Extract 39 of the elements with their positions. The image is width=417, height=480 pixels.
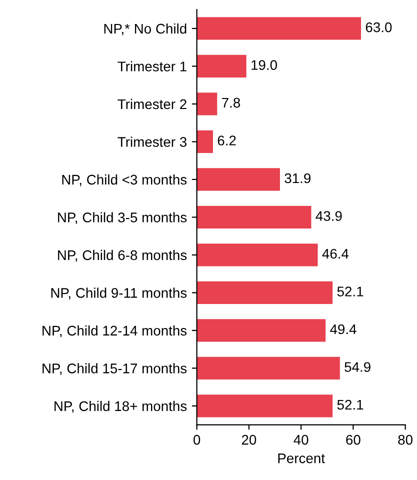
y-tick-label: NP, Child 15-17 months — [42, 363, 187, 375]
bar — [196, 206, 312, 229]
y-tick-label: NP, Child 3-5 months — [58, 212, 187, 224]
data-label: 19.0 — [252, 60, 277, 70]
y-tick-label: Trimester 1 — [118, 61, 186, 72]
data-label: 54.9 — [344, 362, 370, 372]
y-tick-label: NP, Child <3 months — [62, 174, 187, 186]
data-label: 63.0 — [366, 22, 392, 32]
x-tick-label: 40 — [294, 434, 308, 445]
data-label: 31.9 — [284, 173, 311, 184]
bar — [196, 244, 318, 266]
data-label: 49.4 — [330, 324, 356, 334]
bar — [196, 394, 333, 418]
data-label: 7.8 — [222, 98, 240, 108]
data-label: 6.2 — [218, 136, 236, 146]
x-tick-label: 0 — [194, 434, 200, 445]
x-axis-title: Percent — [278, 454, 325, 464]
y-tick-label: NP, Child 6-8 months — [58, 250, 187, 262]
bar — [196, 281, 333, 304]
bar — [196, 168, 280, 191]
bar — [196, 319, 326, 342]
y-tick-label: Trimester 2 — [118, 98, 186, 110]
bar — [196, 17, 362, 40]
y-tick-label: NP, Child 18+ months — [54, 400, 187, 413]
bar — [196, 356, 340, 380]
data-label: 46.4 — [322, 248, 349, 259]
bar — [196, 54, 246, 78]
y-tick-label: NP, Child 9-11 months — [51, 288, 187, 300]
x-tick-label: 20 — [242, 434, 256, 445]
data-label: 52.1 — [337, 286, 364, 296]
x-tick-label: 60 — [346, 434, 360, 445]
y-tick-label: Trimester 3 — [118, 136, 186, 147]
data-label: 52.1 — [337, 400, 364, 410]
bar — [196, 130, 213, 154]
y-tick-label: NP,* No Child — [104, 23, 186, 36]
bar — [196, 92, 218, 116]
x-tick-label: 80 — [398, 434, 413, 445]
data-label: 43.9 — [316, 211, 342, 221]
y-tick-label: NP, Child 12-14 months — [42, 325, 187, 338]
